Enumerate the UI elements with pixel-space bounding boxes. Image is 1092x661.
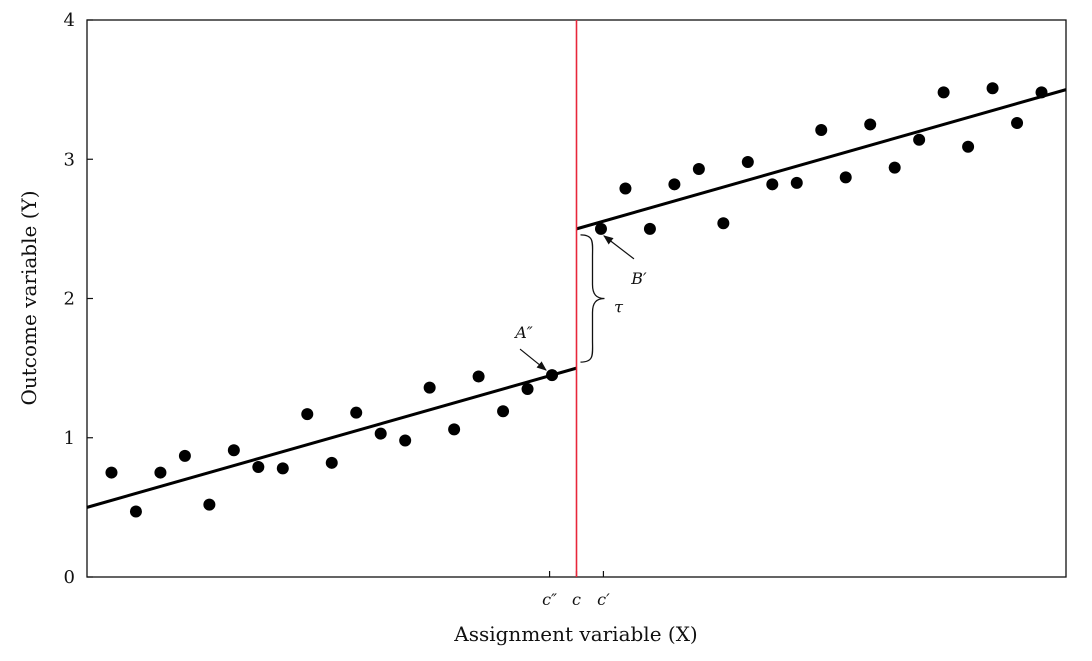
data-point: [252, 460, 265, 473]
data-point: [692, 162, 705, 175]
data-point: [301, 408, 314, 421]
data-point: [154, 466, 167, 479]
data-point: [448, 423, 461, 436]
fit-line: [86, 366, 577, 509]
fit-lines: [86, 88, 1067, 509]
data-point: [913, 133, 926, 146]
annotations: A″ B′ τ: [513, 234, 647, 371]
data-point: [619, 182, 632, 195]
data-point: [986, 82, 999, 95]
data-point: [374, 427, 387, 440]
data-point: [643, 222, 656, 235]
a-label: A″: [513, 323, 533, 342]
a-arrow: [519, 348, 547, 371]
data-point: [815, 124, 828, 137]
y-axis-title: Outcome variable (Y): [17, 190, 41, 405]
data-point: [864, 118, 877, 131]
data-point: [472, 370, 485, 383]
y-tick-label: 0: [64, 567, 75, 588]
x-tick-label: c: [572, 590, 581, 609]
b-label: B′: [630, 269, 647, 288]
data-point: [105, 466, 118, 479]
data-point: [203, 498, 216, 511]
data-point: [350, 406, 363, 419]
b-arrow: [603, 235, 635, 260]
data-point: [668, 178, 681, 191]
data-points: [105, 82, 1048, 518]
tau-brace: [580, 234, 605, 363]
data-point: [839, 171, 852, 184]
y-ticks: 0 1 2 3 4: [64, 10, 93, 588]
data-point: [766, 178, 779, 191]
data-point: [325, 456, 338, 469]
data-point: [227, 444, 240, 457]
data-point: [497, 405, 510, 418]
data-point: [594, 222, 607, 235]
data-point: [741, 156, 754, 169]
data-point: [129, 505, 142, 518]
y-tick-label: 4: [64, 10, 75, 31]
y-tick-label: 2: [64, 289, 75, 310]
data-point: [178, 449, 191, 462]
fit-line: [576, 88, 1067, 231]
x-tick-label: c′: [597, 590, 610, 609]
data-point: [790, 176, 803, 189]
x-ticks: c″ c c′: [542, 571, 610, 609]
data-point: [937, 86, 950, 99]
data-point: [1035, 86, 1048, 99]
data-point: [521, 383, 534, 396]
data-point: [423, 381, 436, 394]
data-point: [888, 161, 901, 174]
tau-label: τ: [614, 298, 624, 317]
data-point: [399, 434, 412, 447]
data-point: [1011, 117, 1024, 130]
y-tick-label: 3: [64, 149, 75, 170]
y-tick-label: 1: [64, 428, 75, 449]
data-point: [962, 140, 975, 153]
data-point: [717, 217, 730, 230]
data-point: [546, 369, 559, 382]
x-axis-title: Assignment variable (X): [453, 622, 697, 646]
data-point: [276, 462, 289, 475]
x-tick-label: c″: [542, 590, 557, 609]
